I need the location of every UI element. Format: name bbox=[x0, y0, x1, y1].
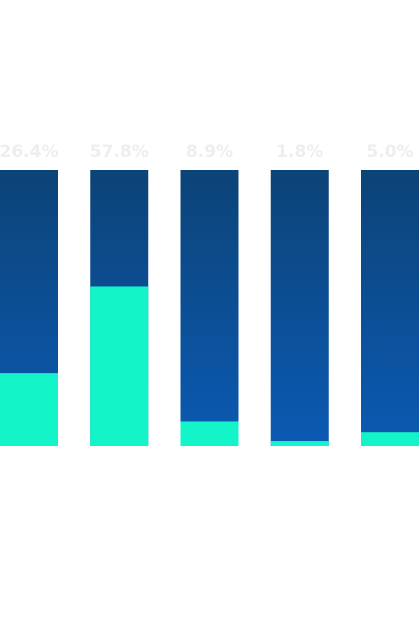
bar-value-label-5: 5.0% bbox=[366, 142, 413, 162]
bar-track-5 bbox=[361, 170, 419, 446]
bar-value-label-1: 26.4% bbox=[0, 142, 58, 162]
bar-track-4 bbox=[270, 170, 329, 446]
bar-value-label-2: 57.8% bbox=[90, 142, 149, 162]
bar-fill-5 bbox=[361, 432, 419, 446]
bar-fill-2 bbox=[90, 286, 149, 446]
bar-fill-4 bbox=[270, 441, 329, 446]
bar-value-label-3: 8.9% bbox=[186, 142, 233, 162]
bar-fill-1 bbox=[0, 373, 58, 446]
bar-value-label-4: 1.8% bbox=[276, 142, 323, 162]
bar-fill-3 bbox=[180, 421, 239, 446]
labels-group: 26.4% 57.8% 8.9% 1.8% 5.0% bbox=[0, 142, 414, 162]
bar-track-3 bbox=[180, 170, 239, 446]
bars-group bbox=[0, 170, 419, 446]
